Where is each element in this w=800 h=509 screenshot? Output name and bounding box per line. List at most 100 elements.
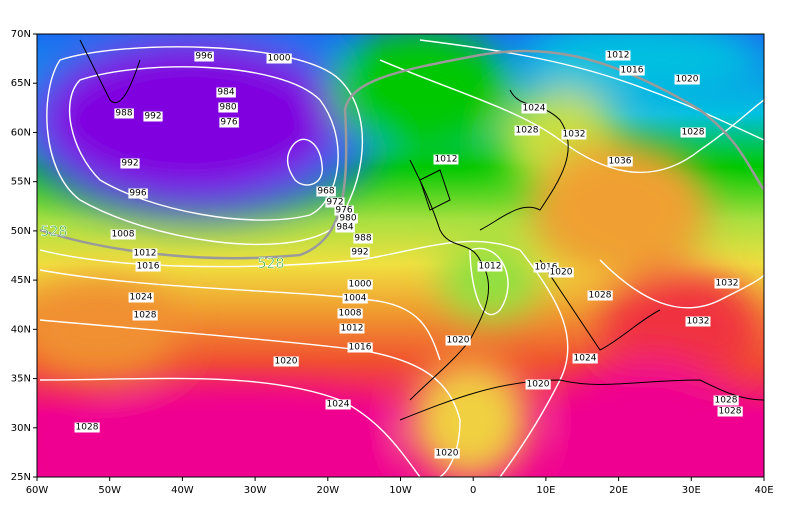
isobar-value: 976	[335, 206, 352, 216]
lon-label: 50W	[98, 485, 121, 496]
isobar-label: 1020	[674, 74, 700, 85]
isobar-label: 968	[316, 186, 336, 197]
isobar-label: 1012	[433, 154, 459, 165]
label-box	[325, 399, 351, 410]
isobar-value: 1028	[682, 128, 705, 138]
label-box	[514, 125, 540, 136]
isobar-label: 1028	[717, 406, 743, 417]
isobar-value: 1012	[134, 249, 157, 259]
label-box	[135, 261, 161, 272]
isobar-value: 1020	[447, 336, 470, 346]
label-box	[143, 111, 163, 122]
isobar-value: 992	[144, 112, 161, 122]
label-box	[337, 308, 363, 319]
label-box	[335, 222, 355, 233]
label-box	[74, 422, 100, 433]
isobar-value: 1012	[341, 324, 364, 334]
lon-label: 0	[470, 485, 476, 496]
isobar-value: 1000	[268, 54, 291, 64]
isobar-value: 980	[219, 103, 236, 113]
isobar-label: 1016	[135, 261, 161, 272]
isobar-value: 1020	[550, 268, 573, 278]
isobar-label: 1012	[132, 248, 158, 259]
isobar-label: 1024	[128, 292, 154, 303]
isobar-label: 984	[335, 222, 355, 233]
isobar-label: 1028	[713, 395, 739, 406]
label-box	[525, 379, 551, 390]
label-box	[194, 51, 214, 62]
lon-label: 20E	[609, 485, 628, 496]
label-box	[445, 335, 471, 346]
isobar-value: 988	[115, 109, 132, 119]
isobar-value: 1032	[687, 317, 710, 327]
lon-label: 60W	[26, 485, 49, 496]
lat-label: 70N	[11, 29, 31, 40]
lon-label: 40E	[754, 485, 773, 496]
label-box	[477, 261, 503, 272]
isobar-label: 1024	[325, 399, 351, 410]
isobar-value: 1016	[137, 262, 160, 272]
isobar-value: 976	[220, 118, 237, 128]
isobar-value: 984	[217, 88, 234, 98]
isobar-value: 1016	[535, 263, 558, 273]
isobar-value: 1020	[275, 357, 298, 367]
label-box	[216, 87, 236, 98]
isobar-label: 992	[350, 247, 370, 258]
lat-label: 30N	[11, 423, 31, 434]
label-box	[350, 247, 370, 258]
isobar-label: 1036	[607, 156, 633, 167]
isobar-value: 992	[351, 248, 368, 258]
isobar-label: 1032	[714, 278, 740, 289]
label-box	[521, 103, 547, 114]
isobar-label: 1028	[514, 125, 540, 136]
isobar-label: 1000	[266, 53, 292, 64]
lat-label: 60N	[11, 127, 31, 138]
isobar-value: 1008	[339, 309, 362, 319]
isobar-label: 1020	[548, 267, 574, 278]
label-box	[680, 127, 706, 138]
isobar-value: 1028	[589, 291, 612, 301]
label-box	[353, 233, 373, 244]
label-box	[619, 65, 645, 76]
lat-label: 40N	[11, 324, 31, 335]
isobar-label: 1008	[337, 308, 363, 319]
isobar-value: 1024	[327, 400, 350, 410]
isobar-value: 1012	[435, 155, 458, 165]
isobar-label: 1020	[445, 335, 471, 346]
isobar-value: 1028	[715, 396, 738, 406]
isobar-value: 1000	[349, 280, 372, 290]
lat-label: 45N	[11, 275, 31, 286]
label-box	[347, 279, 373, 290]
isobar-label: 1028	[587, 290, 613, 301]
label-box	[266, 53, 292, 64]
isobar-value: 1024	[130, 293, 153, 303]
isobar-label: 988	[353, 233, 373, 244]
isobar-label: 992	[120, 158, 140, 169]
isobar-label: 1012	[477, 261, 503, 272]
lon-label: 10E	[536, 485, 555, 496]
isobar-label: 1028	[680, 127, 706, 138]
label-box	[433, 154, 459, 165]
isobar-value: 1016	[349, 343, 372, 353]
isobar-label: 1028	[132, 310, 158, 321]
isobar-label: 1012	[605, 50, 631, 61]
isobar-value: 972	[326, 198, 343, 208]
lat-label: 25N	[11, 472, 31, 483]
lat-label: 35N	[11, 374, 31, 385]
isobar-value: 1012	[607, 51, 630, 61]
isobar-value: 1028	[134, 311, 157, 321]
isobar-value: 1004	[344, 294, 367, 304]
isobar-value: 1020	[676, 75, 699, 85]
isobar-label: 1000	[347, 279, 373, 290]
label-box	[587, 290, 613, 301]
label-box	[120, 158, 140, 169]
isobar-label: 980	[218, 102, 238, 113]
label-box	[342, 293, 368, 304]
label-box	[347, 342, 373, 353]
label-box	[607, 156, 633, 167]
lon-label: 10W	[389, 485, 412, 496]
isobar-label: 1020	[273, 356, 299, 367]
isobar-label: 992	[143, 111, 163, 122]
isobar-value: 1028	[76, 423, 99, 433]
